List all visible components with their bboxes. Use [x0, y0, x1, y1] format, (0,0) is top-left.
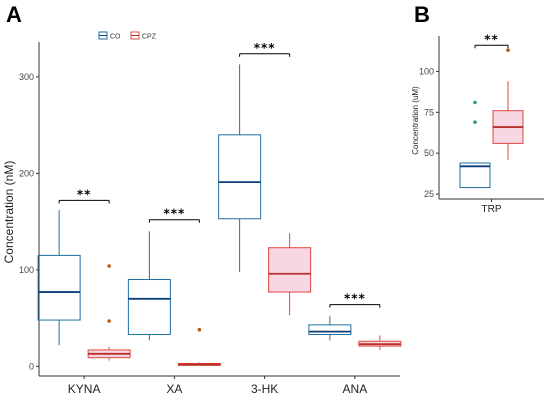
legend-label: CO — [110, 34, 121, 41]
box-cpz-xa — [177, 327, 221, 366]
legend-item-co: CO — [98, 31, 121, 41]
box-body — [37, 254, 81, 321]
box-body — [459, 162, 491, 189]
box-body — [127, 279, 171, 336]
x-tick-label: TRP — [482, 204, 502, 215]
panel-b: B 25 50 75 100 Concentration (uM) TRP ** — [411, 2, 544, 215]
box-body — [268, 247, 312, 293]
panel-letter: B — [414, 2, 430, 27]
outlier-point — [107, 319, 111, 323]
outlier-point — [506, 48, 510, 52]
box-cpz-ana — [358, 335, 402, 350]
box-co-ana — [308, 316, 352, 341]
y-axis-label: Concentration (nM) — [2, 161, 16, 264]
box-co-3-hk — [218, 64, 262, 272]
significance-label: *** — [254, 41, 276, 55]
box-co-xa — [127, 231, 171, 341]
box-cpz-kyna — [87, 264, 131, 361]
y-tick-label: 200 — [19, 168, 34, 178]
x-tick-label: KYNA — [68, 382, 101, 396]
box-body — [308, 324, 352, 336]
box-cpz-3-hk — [268, 233, 312, 316]
significance-label: *** — [344, 292, 366, 306]
y-tick-label: 75 — [424, 107, 434, 117]
outlier-point — [473, 100, 477, 105]
panel-a: A 0 100 200 300 Concentration (nM) KYNA XA 3-HK A… — [2, 2, 402, 396]
legend-label: CPZ — [142, 34, 157, 41]
x-tick-label: ANA — [343, 382, 368, 396]
y-tick-label: 25 — [424, 189, 434, 199]
y-tick-label: 100 — [419, 66, 434, 76]
panel-letter: A — [6, 2, 22, 27]
x-tick-label: XA — [166, 382, 182, 396]
box-cpz-trp — [492, 48, 524, 160]
legend-item-cpz: CPZ — [130, 31, 157, 41]
y-tick-label: 50 — [424, 148, 434, 158]
outlier-point — [107, 264, 111, 268]
y-axis-label: Concentration (uM) — [411, 86, 420, 155]
y-tick-label: 0 — [29, 361, 34, 371]
box-co-kyna — [37, 210, 81, 346]
box-co-trp — [459, 100, 491, 189]
significance-label: ** — [77, 187, 92, 201]
y-tick-label: 100 — [19, 265, 34, 275]
significance-label: ** — [484, 32, 499, 46]
y-tick-label: 300 — [19, 72, 34, 82]
x-tick-label: 3-HK — [251, 382, 278, 396]
box-body — [218, 134, 262, 220]
outlier-point — [473, 120, 477, 124]
significance-label: *** — [163, 207, 185, 221]
outlier-point — [197, 327, 202, 332]
